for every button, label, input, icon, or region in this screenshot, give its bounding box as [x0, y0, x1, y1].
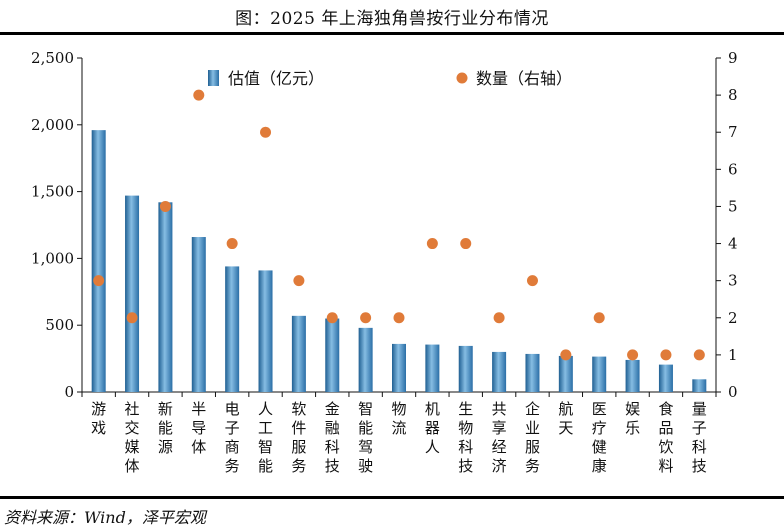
right-tick-label: 6 [728, 160, 738, 178]
right-tick-label: 4 [728, 235, 738, 253]
right-tick-label: 0 [728, 383, 738, 401]
bar-航天 [558, 355, 573, 392]
bar-企业服务 [525, 353, 540, 392]
bar-电子商务 [225, 266, 240, 392]
category-label: 物流 [391, 400, 406, 437]
bar-软件服务 [291, 315, 306, 392]
dot-人工智能 [260, 126, 272, 138]
right-tick-label: 1 [728, 346, 738, 364]
category-label: 智能驾驶 [358, 400, 373, 475]
dot-智能驾驶 [360, 312, 372, 324]
category-label: 游戏 [91, 400, 106, 437]
bar-半导体 [191, 237, 206, 392]
dot-航天 [560, 349, 572, 361]
chart-title: 图：2025 年上海独角兽按行业分布情况 [235, 9, 549, 29]
legend-bar-swatch [208, 70, 219, 86]
dot-软件服务 [293, 275, 305, 287]
dot-半导体 [193, 89, 205, 101]
dot-企业服务 [526, 275, 538, 287]
right-tick-label: 8 [728, 86, 738, 104]
category-label: 半导体 [191, 400, 206, 456]
category-label: 航天 [558, 400, 573, 437]
bar-机器人 [425, 344, 440, 392]
dot-物流 [393, 312, 405, 324]
left-tick-label: 0 [64, 383, 74, 401]
right-tick-label: 3 [728, 272, 738, 290]
category-label: 食品饮料 [658, 400, 673, 475]
left-tick-label: 2,500 [31, 49, 74, 67]
category-label: 量子科技 [692, 400, 707, 475]
bar-游戏 [91, 130, 106, 393]
bar-量子科技 [692, 379, 707, 392]
right-tick-label: 9 [728, 49, 738, 67]
left-tick-label: 500 [45, 316, 74, 334]
category-label: 电子商务 [225, 400, 240, 475]
left-tick-label: 2,000 [31, 116, 74, 134]
legend-dot-label: 数量（右轴） [476, 69, 572, 88]
bar-食品饮料 [658, 364, 673, 392]
dot-量子科技 [693, 349, 705, 361]
category-label: 生物科技 [458, 400, 473, 475]
dot-新能源 [159, 200, 171, 212]
bar-生物科技 [458, 345, 473, 392]
category-label: 医疗健康 [592, 400, 607, 475]
bar-共享经济 [492, 351, 507, 392]
left-tick-label: 1,500 [31, 183, 74, 201]
dot-医疗健康 [593, 312, 605, 324]
bar-物流 [392, 343, 406, 392]
bar-医疗健康 [592, 356, 607, 392]
category-label: 新能源 [158, 400, 173, 456]
dot-游戏 [93, 275, 105, 287]
category-label: 娱乐 [625, 400, 640, 437]
bar-新能源 [158, 202, 173, 392]
dot-金融科技 [326, 312, 338, 324]
bar-智能驾驶 [358, 327, 373, 392]
right-tick-label: 5 [728, 197, 738, 215]
right-tick-label: 7 [728, 123, 738, 141]
category-label: 共享经济 [492, 400, 507, 475]
category-label: 企业服务 [525, 400, 540, 475]
top-rule [0, 32, 784, 35]
bar-社交媒体 [125, 195, 140, 392]
category-label: 人工智能 [258, 400, 273, 475]
bottom-rule [0, 496, 784, 499]
category-label: 社交媒体 [125, 400, 140, 475]
right-tick-label: 2 [728, 309, 738, 327]
legend-dot-swatch [456, 72, 468, 84]
dot-社交媒体 [126, 312, 138, 324]
dot-电子商务 [226, 238, 238, 250]
category-label: 金融科技 [325, 400, 340, 475]
category-label: 软件服务 [291, 400, 306, 475]
bar-娱乐 [625, 359, 640, 392]
dot-共享经济 [493, 312, 505, 324]
dot-食品饮料 [660, 349, 672, 361]
bar-人工智能 [258, 270, 273, 392]
left-tick-label: 1,000 [31, 249, 74, 267]
dot-娱乐 [627, 349, 639, 361]
category-label: 机器人 [425, 400, 440, 456]
source-note: 资料来源：Wind，泽平宏观 [4, 508, 206, 527]
dot-生物科技 [460, 238, 472, 250]
legend-bar-label: 估值（亿元） [228, 69, 324, 88]
dot-机器人 [426, 238, 438, 250]
bar-金融科技 [325, 318, 340, 392]
